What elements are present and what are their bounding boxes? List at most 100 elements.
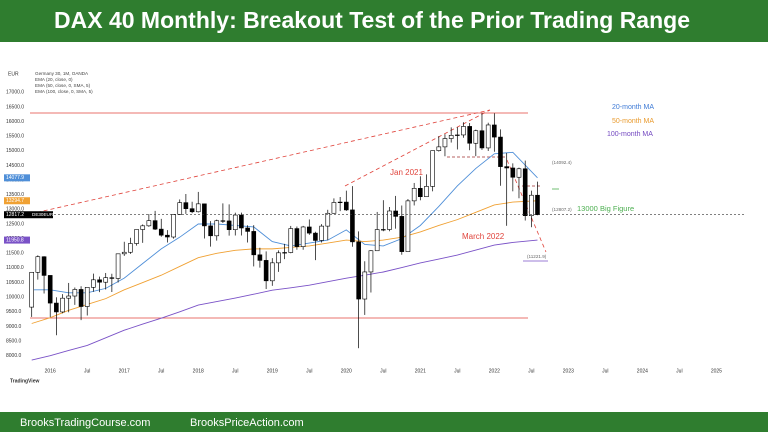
y-tick-label: 11500.0 <box>6 251 24 257</box>
price-tag: 13294.7 <box>6 198 24 204</box>
candle-body <box>226 220 232 230</box>
annotation: (11221.9) <box>527 254 547 259</box>
candle-body <box>368 250 374 273</box>
candle-body <box>208 225 213 237</box>
x-tick-label: 2018 <box>193 368 204 374</box>
candle-body <box>257 254 263 261</box>
candle-body <box>189 208 195 213</box>
moving-average-line <box>31 151 538 294</box>
candle-body <box>331 202 337 214</box>
y-tick-label: 9500.0 <box>6 309 22 315</box>
candle-body <box>251 231 257 256</box>
y-tick-label: 15000.0 <box>6 148 24 154</box>
trend-line <box>29 109 491 215</box>
candle-body <box>343 201 349 211</box>
candle-body <box>54 302 59 313</box>
annotation: (14092.4) <box>552 160 572 165</box>
x-tick-label: 2025 <box>711 368 722 374</box>
candle-body <box>152 220 158 230</box>
price-tag: 11950.8 <box>6 237 24 243</box>
candle-body <box>529 194 534 216</box>
candle-body <box>239 214 244 229</box>
x-tick-label: Jul <box>602 368 608 374</box>
y-tick-label: 13500.0 <box>6 192 24 198</box>
y-tick-label: 8500.0 <box>6 338 22 344</box>
annotation: March 2022 <box>462 232 505 241</box>
candle-body <box>165 234 170 238</box>
candle-body <box>263 260 269 282</box>
candle-body <box>418 188 423 198</box>
candle-body <box>220 220 226 222</box>
x-tick-label: 2019 <box>267 368 278 374</box>
candle-body <box>245 227 250 232</box>
candle-body <box>473 130 479 144</box>
candle-body <box>158 228 164 236</box>
candle-body <box>467 126 472 144</box>
candle-body <box>405 200 411 252</box>
candle-body <box>171 214 176 238</box>
ticker-box <box>30 211 53 219</box>
y-tick-label: 9000.0 <box>6 324 22 330</box>
candle-body <box>276 252 281 264</box>
candle-body <box>29 271 35 308</box>
candle-body <box>319 225 324 241</box>
candle-body <box>399 216 405 252</box>
candle-body <box>300 226 306 247</box>
y-tick-label: 10500.0 <box>6 280 24 286</box>
candle-body <box>78 289 84 307</box>
candle-body <box>232 214 238 230</box>
y-tick-label: 14500.0 <box>6 163 24 169</box>
candle-body <box>510 167 516 178</box>
candle-body <box>146 220 152 227</box>
candle-body <box>35 256 41 273</box>
candle-body <box>350 209 355 243</box>
candle-body <box>337 201 343 203</box>
x-tick-label: 2024 <box>637 368 648 374</box>
watermark: TradingView <box>10 378 39 384</box>
candle-body <box>134 229 139 244</box>
candle-body <box>461 126 466 136</box>
candle-body <box>306 226 312 234</box>
x-tick-label: Jul <box>232 368 238 374</box>
x-tick-label: Jul <box>380 368 386 374</box>
candle-body <box>498 136 503 167</box>
candle-body <box>97 279 102 283</box>
moving-average-line <box>31 239 538 361</box>
candle-body <box>60 297 65 313</box>
candle-body <box>516 168 522 178</box>
candle-body <box>411 188 417 202</box>
header-bar <box>0 0 768 42</box>
y-tick-label: 12500.0 <box>6 221 24 227</box>
trend-line <box>344 109 491 187</box>
y-tick-label: 10000.0 <box>6 294 24 300</box>
y-tick-label: 11000.0 <box>6 265 24 271</box>
candle-body <box>380 229 386 231</box>
y-tick-label: 16500.0 <box>6 104 24 110</box>
x-tick-label: 2023 <box>563 368 574 374</box>
candle-body <box>424 186 429 198</box>
plot-area: 8000.0 8500.0 9000.0 9500.0 10000.0 10500.0 11… <box>4 71 746 374</box>
price-tag-box <box>4 236 30 244</box>
x-tick-label: Jul <box>84 368 90 374</box>
legend-entry: EMA (100, close, 0, SMA, 5) <box>35 89 93 94</box>
candle-body <box>504 166 509 169</box>
y-tick-label: 8000.0 <box>6 353 22 359</box>
legend-symbol: Germany 30, 1M, OANDA <box>35 71 89 76</box>
ticker-label: DE30EUR <box>32 212 54 217</box>
x-tick-label: 2022 <box>489 368 500 374</box>
candle-body <box>91 279 96 288</box>
candle-body <box>294 228 300 247</box>
candle-body <box>121 251 127 255</box>
candle-body <box>140 225 146 230</box>
x-tick-label: Jul <box>158 368 164 374</box>
candle-body <box>479 130 485 149</box>
price-tag-box <box>4 197 30 205</box>
candle-body <box>325 212 331 227</box>
candle-body <box>109 277 115 279</box>
page-title: DAX 40 Monthly: Breakout Test of the Pri… <box>54 7 690 33</box>
candle-body <box>522 168 528 216</box>
y-tick-label: 15500.0 <box>6 134 24 140</box>
annotation: 13000 Big Figure <box>577 204 634 213</box>
